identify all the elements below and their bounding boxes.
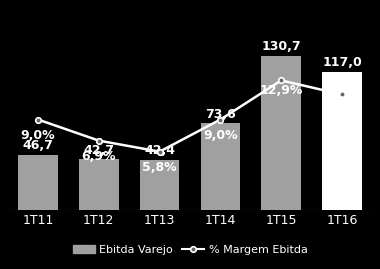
Text: 6,9%: 6,9% <box>82 150 116 163</box>
Text: 46,7: 46,7 <box>22 139 54 152</box>
Text: 12,9%: 12,9% <box>260 84 303 97</box>
Text: 117,0: 117,0 <box>322 56 362 69</box>
Text: 130,7: 130,7 <box>261 40 301 53</box>
Text: 9,0%: 9,0% <box>21 129 55 142</box>
Text: 73,6: 73,6 <box>205 108 236 121</box>
Text: 9,0%: 9,0% <box>203 129 238 142</box>
Legend: Ebitda Varejo, % Margem Ebitda: Ebitda Varejo, % Margem Ebitda <box>68 240 312 259</box>
Bar <box>261 56 301 210</box>
Bar <box>322 72 362 210</box>
Text: 42,4: 42,4 <box>144 144 175 157</box>
Text: 5,8%: 5,8% <box>142 161 177 174</box>
Bar <box>18 155 58 210</box>
Bar <box>79 160 119 210</box>
Text: 42,7: 42,7 <box>83 144 114 157</box>
Bar <box>201 123 240 210</box>
Bar <box>140 160 179 210</box>
